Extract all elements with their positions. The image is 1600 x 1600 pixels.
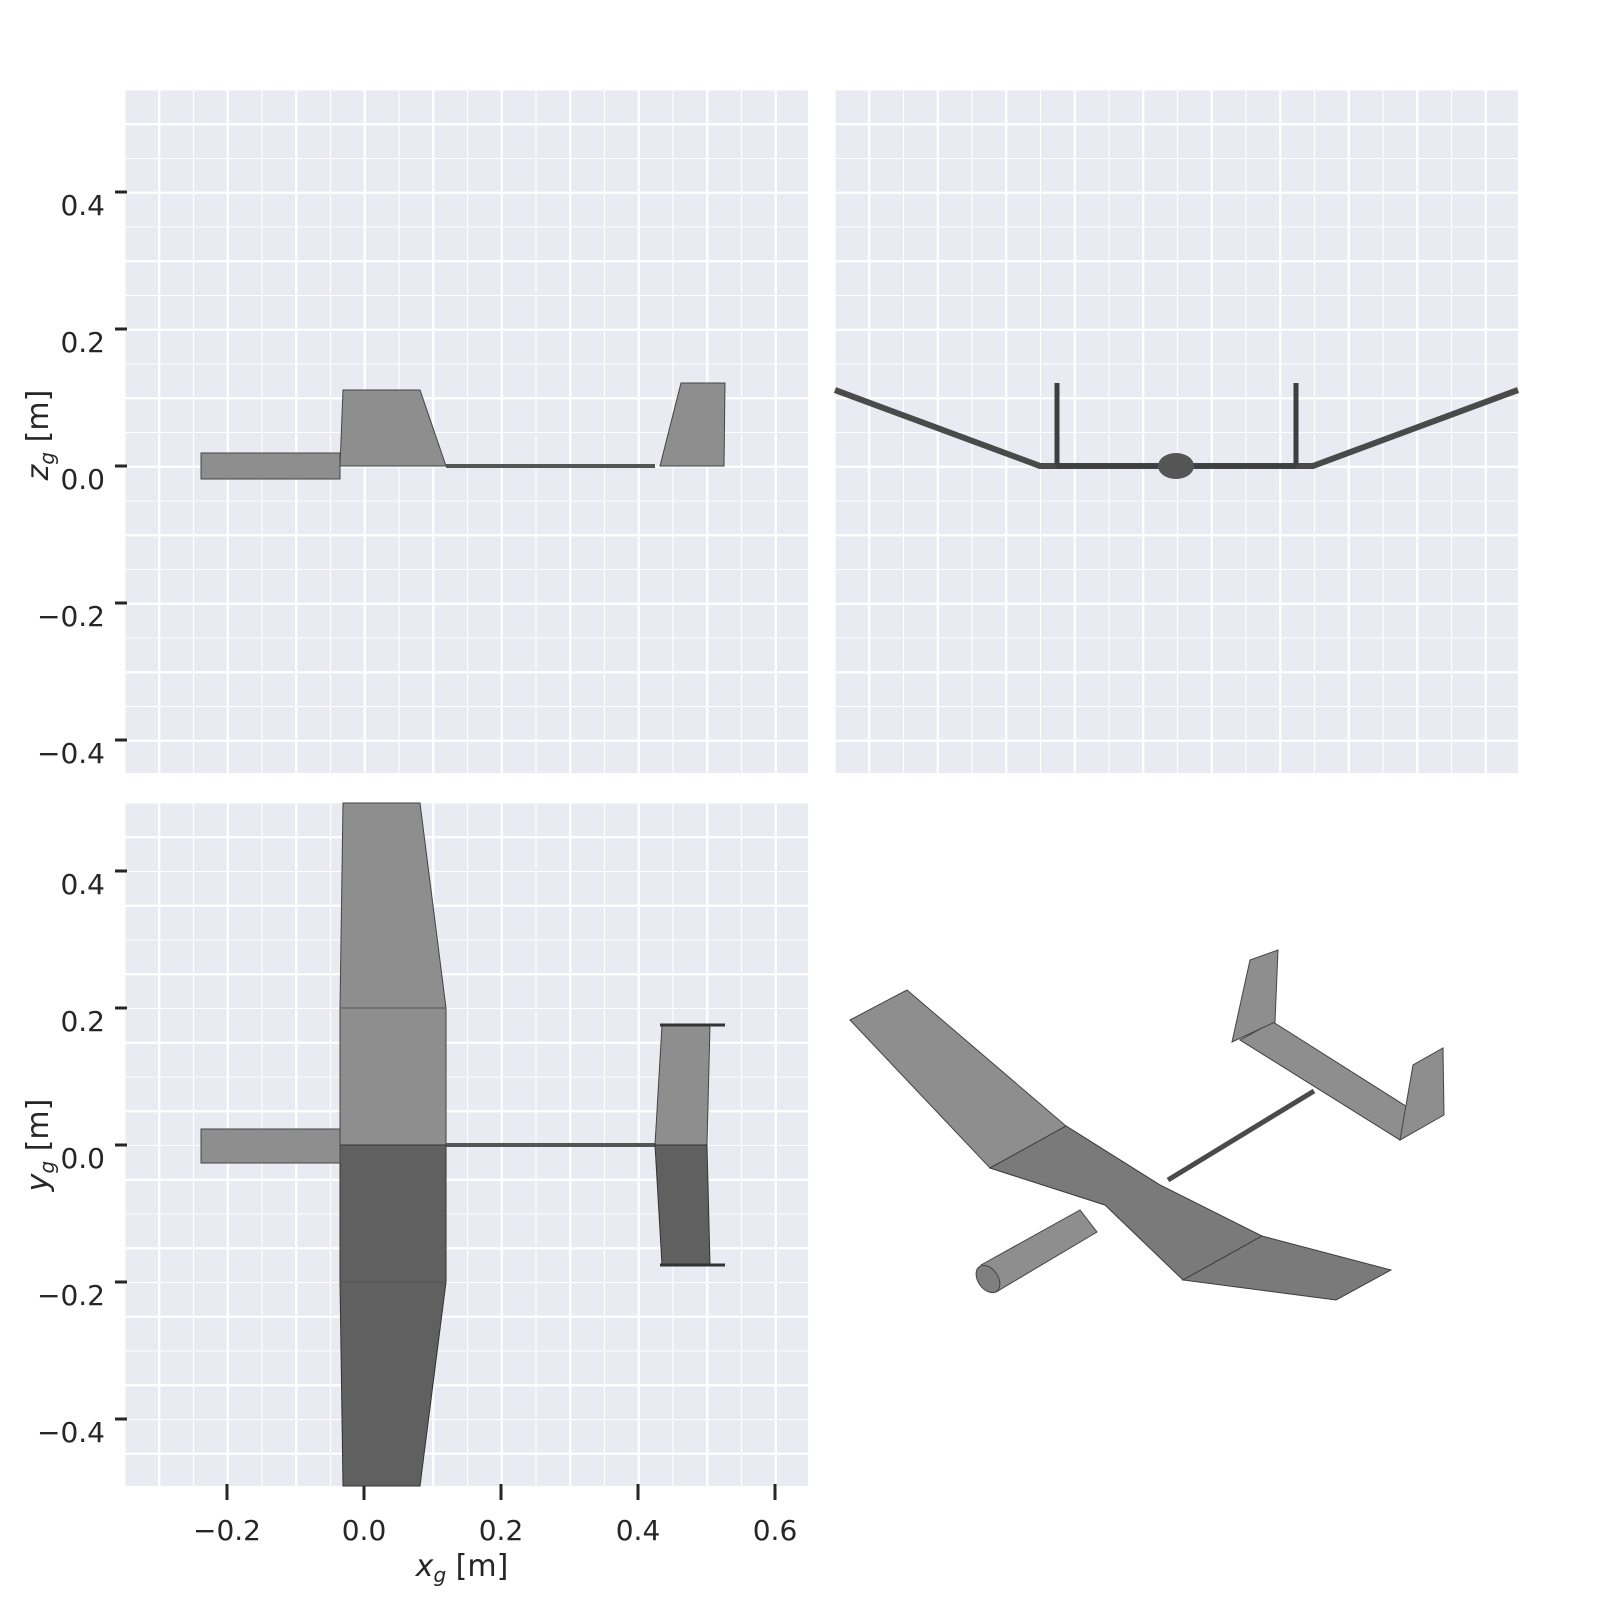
ytick-label: 0.0 <box>60 463 105 496</box>
side-view-ylabel: zg [m] <box>21 390 59 482</box>
fuselage-pod-nose <box>975 1264 1001 1294</box>
top-view-yticks: 0.4 0.2 0.0 −0.2 −0.4 <box>37 868 127 1449</box>
ytick-label: −0.4 <box>37 1416 105 1449</box>
ytick-label: 0.2 <box>60 1005 105 1038</box>
xtick-label: 0.6 <box>753 1514 798 1547</box>
main-wing-side <box>339 389 447 467</box>
vertical-tail-iso-left <box>1231 949 1279 1043</box>
ytick-label: 0.4 <box>60 868 105 901</box>
xtick-label: 0.4 <box>616 1514 661 1547</box>
side-view-panel: 0.4 0.2 0.0 −0.2 −0.4 zg [m] <box>21 89 811 776</box>
front-view-aircraft <box>833 383 1520 479</box>
side-view-yticks: 0.4 0.2 0.0 −0.2 −0.4 <box>37 189 127 770</box>
ytick-label: −0.2 <box>37 600 105 633</box>
vertical-tail-side <box>659 382 726 467</box>
ytick-label: 0.0 <box>60 1142 105 1175</box>
fuselage-pod <box>200 452 341 480</box>
top-view-ylabel: yg [m] <box>21 1099 59 1193</box>
vertical-tail-iso-right <box>1399 1047 1445 1141</box>
horizontal-tail-right <box>654 1144 711 1266</box>
ytick-label: 0.2 <box>60 326 105 359</box>
fuselage-pod-front <box>1158 453 1194 479</box>
wing-right-outer <box>1181 1235 1393 1301</box>
horizontal-tail-left <box>654 1024 711 1146</box>
iso-view-panel <box>849 949 1445 1301</box>
iso-view-aircraft <box>849 949 1445 1301</box>
side-view-aircraft <box>200 382 726 480</box>
front-view-panel <box>833 89 1521 776</box>
top-view-xlabel: xg [m] <box>415 1549 509 1587</box>
tail-boom-iso <box>1166 1088 1316 1183</box>
top-view-xticks: −0.2 0.0 0.2 0.4 0.6 <box>193 1484 797 1547</box>
ytick-label: −0.2 <box>37 1279 105 1312</box>
xtick-label: −0.2 <box>193 1514 261 1547</box>
top-view-panel: 0.4 0.2 0.0 −0.2 −0.4 −0.2 0.0 0.2 0.4 0… <box>21 802 811 1587</box>
xtick-label: 0.0 <box>342 1514 387 1547</box>
top-view-aircraft <box>200 802 725 1487</box>
xtick-label: 0.2 <box>479 1514 524 1547</box>
fuselage-pod-top <box>200 1128 341 1164</box>
front-view-grid <box>834 89 1521 776</box>
ytick-label: −0.4 <box>37 737 105 770</box>
ytick-label: 0.4 <box>60 189 105 222</box>
